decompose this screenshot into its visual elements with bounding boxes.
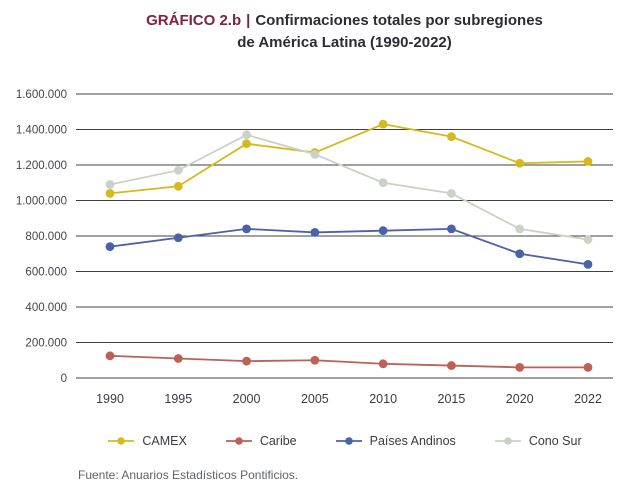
y-tick-label: 400.000 [25, 302, 67, 314]
data-point-Caribe [173, 354, 183, 363]
legend-marker-icon [335, 437, 362, 445]
data-point-Caribe [242, 356, 251, 366]
chart-title-line1: GRÁFICO 2.b | Confirmaciones totales por s… [76, 10, 613, 32]
chart-title: GRÁFICO 2.b | Confirmaciones totales por s… [76, 10, 613, 54]
data-point-CAMEX [173, 181, 183, 191]
y-tick-label: 1.600.000 [16, 89, 67, 101]
data-point-Países Andinos [310, 228, 320, 237]
data-point-Países Andinos [378, 226, 388, 236]
x-tick-label: 2005 [301, 392, 329, 406]
x-tick-label: 1995 [164, 392, 192, 406]
data-point-CAMEX [447, 132, 456, 141]
data-point-Cono Sur [447, 189, 456, 198]
data-point-Caribe [515, 362, 525, 372]
series-line-CAMEX [109, 123, 589, 195]
x-tick-label: 2015 [438, 392, 466, 406]
series-line-Caribe [109, 354, 588, 369]
legend-item-CAMEX: CAMEX [107, 434, 187, 448]
legend-label: Países Andinos [369, 434, 456, 448]
data-point-Caribe [583, 362, 593, 372]
x-tick-label: 1990 [96, 392, 124, 406]
data-point-Países Andinos [242, 224, 251, 234]
legend-label: Caribe [259, 434, 297, 448]
y-tick-label: 1.400.000 [16, 125, 67, 137]
data-point-Países Andinos [173, 233, 183, 243]
data-point-Cono Sur [583, 235, 593, 244]
y-tick-label: 0 [61, 373, 67, 385]
data-point-Países Andinos [515, 249, 525, 259]
series-line-Cono Sur [109, 133, 589, 241]
data-point-Cono Sur [173, 165, 183, 175]
y-tick-label: 600.000 [25, 267, 67, 279]
data-point-CAMEX [583, 157, 593, 166]
data-point-Cono Sur [310, 149, 320, 159]
y-tick-label: 1.200.000 [16, 160, 67, 172]
data-point-CAMEX [242, 139, 251, 149]
source-note: Fuente: Anuarios Estadísticos Pontificio… [78, 468, 299, 482]
x-tick-label: 2020 [506, 392, 534, 406]
legend-marker-icon [108, 437, 135, 445]
data-point-Cono Sur [515, 224, 525, 234]
legend-marker-icon [494, 437, 521, 445]
data-point-Cono Sur [242, 130, 251, 140]
legend-item-Países Andinos: Países Andinos [335, 434, 456, 448]
figure-number-label: GRÁFICO 2.b [146, 12, 242, 29]
legend-marker-icon [225, 437, 252, 445]
legend-item-Cono Sur: Cono Sur [494, 434, 582, 448]
series-line-Países Andinos [109, 227, 589, 266]
data-point-Cono Sur [105, 180, 115, 189]
title-text-line2: de América Latina (1990-2022) [237, 34, 452, 51]
chart-legend: CAMEX Caribe Países Andinos Cono Sur [76, 434, 613, 448]
title-separator: | [246, 12, 251, 29]
data-point-Cono Sur [378, 178, 388, 188]
y-tick-label: 1.000.000 [16, 196, 67, 208]
legend-item-Caribe: Caribe [225, 434, 297, 448]
legend-label: Cono Sur [528, 434, 582, 448]
y-tick-label: 800.000 [25, 231, 67, 243]
line-chart-plot: 0 200.000 400.000 600.000 800.000 1.000.000 1.… [16, 89, 613, 406]
data-point-Caribe [378, 359, 388, 369]
data-point-Países Andinos [105, 242, 115, 252]
x-tick-label: 2022 [574, 392, 602, 406]
data-point-Países Andinos [447, 224, 456, 234]
data-point-Caribe [447, 361, 456, 370]
data-point-CAMEX [105, 189, 115, 198]
data-point-CAMEX [378, 119, 388, 129]
x-tick-label: 2000 [233, 392, 261, 406]
data-point-Caribe [105, 351, 115, 361]
y-tick-label: 200.000 [25, 338, 67, 350]
data-point-Caribe [310, 355, 320, 365]
title-text-line1: Confirmaciones totales por subregiones [255, 12, 543, 29]
legend-label: CAMEX [142, 434, 187, 448]
data-point-Países Andinos [583, 260, 593, 269]
x-tick-label: 2010 [369, 392, 397, 406]
data-point-CAMEX [515, 158, 525, 168]
